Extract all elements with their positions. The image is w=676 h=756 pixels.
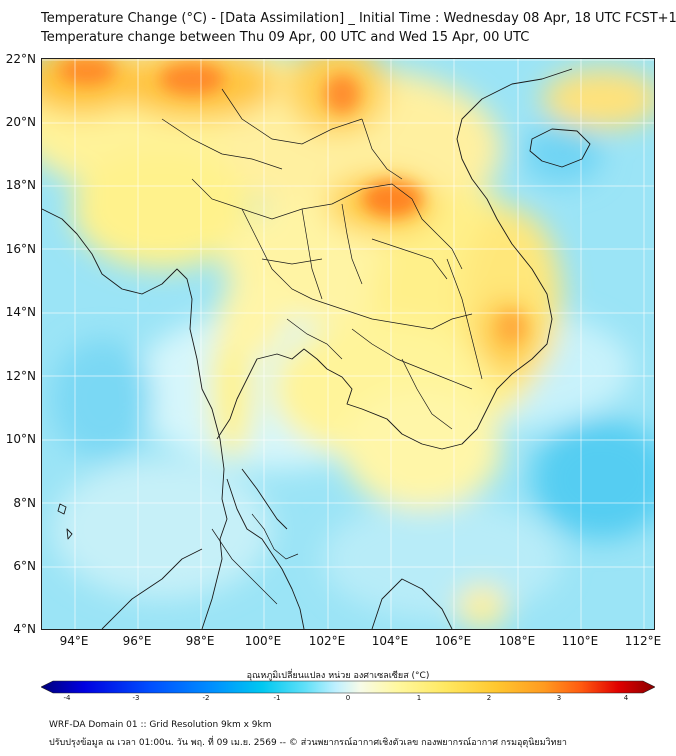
- hot-spots: [59, 59, 526, 343]
- lat-label: 6°N: [13, 559, 36, 573]
- colorbar-tick: 4: [623, 694, 629, 702]
- lat-label: 20°N: [5, 115, 36, 129]
- colorbar-tick: -2: [202, 694, 210, 702]
- colorbar-tick: 0: [345, 694, 351, 702]
- lon-label: 102°E: [308, 634, 346, 648]
- map-svg: [42, 59, 654, 629]
- lon-label: 108°E: [498, 634, 536, 648]
- lat-label: 14°N: [5, 305, 36, 319]
- colorbar-tick: -4: [63, 694, 71, 702]
- colorbar-tick: 3: [556, 694, 562, 702]
- colorbar-title: อุณหภูมิเปลี่ยนแปลง หน่วย องศาเซลเซียส (…: [246, 671, 430, 681]
- lon-label: 112°E: [624, 634, 662, 648]
- footer-update-info: ปรับปรุงข้อมูล ณ เวลา 01:00น. วัน พฤ. ที…: [49, 738, 567, 748]
- colorbar-tick: -1: [273, 694, 281, 702]
- lon-label: 106°E: [434, 634, 472, 648]
- graticule: [42, 59, 654, 629]
- lon-label: 96°E: [122, 634, 152, 648]
- coastlines: [42, 68, 591, 629]
- lon-label: 110°E: [561, 634, 599, 648]
- chart-subtitle: Temperature change between Thu 09 Apr, 0…: [41, 30, 530, 45]
- chart-title: Temperature Change (°C) - [Data Assimila…: [41, 11, 676, 26]
- lat-label: 8°N: [13, 496, 36, 510]
- lat-label: 22°N: [5, 52, 36, 66]
- lat-label: 4°N: [13, 622, 36, 636]
- colorbar-tick: -3: [132, 694, 140, 702]
- lat-label: 12°N: [5, 369, 36, 383]
- lon-label: 98°E: [185, 634, 215, 648]
- lat-label: 16°N: [5, 242, 36, 256]
- admin-borders: [161, 88, 483, 605]
- colorbar-tick: 2: [486, 694, 492, 702]
- colorbar-tick: 1: [416, 694, 422, 702]
- lat-label: 10°N: [5, 432, 36, 446]
- lon-label: 94°E: [59, 634, 89, 648]
- footer-model-info: WRF-DA Domain 01 :: Grid Resolution 9km …: [49, 720, 272, 730]
- colorbar: [41, 680, 655, 694]
- lat-label: 18°N: [5, 178, 36, 192]
- lon-label: 104°E: [371, 634, 409, 648]
- temperature-change-map: [41, 58, 655, 630]
- lon-label: 100°E: [244, 634, 282, 648]
